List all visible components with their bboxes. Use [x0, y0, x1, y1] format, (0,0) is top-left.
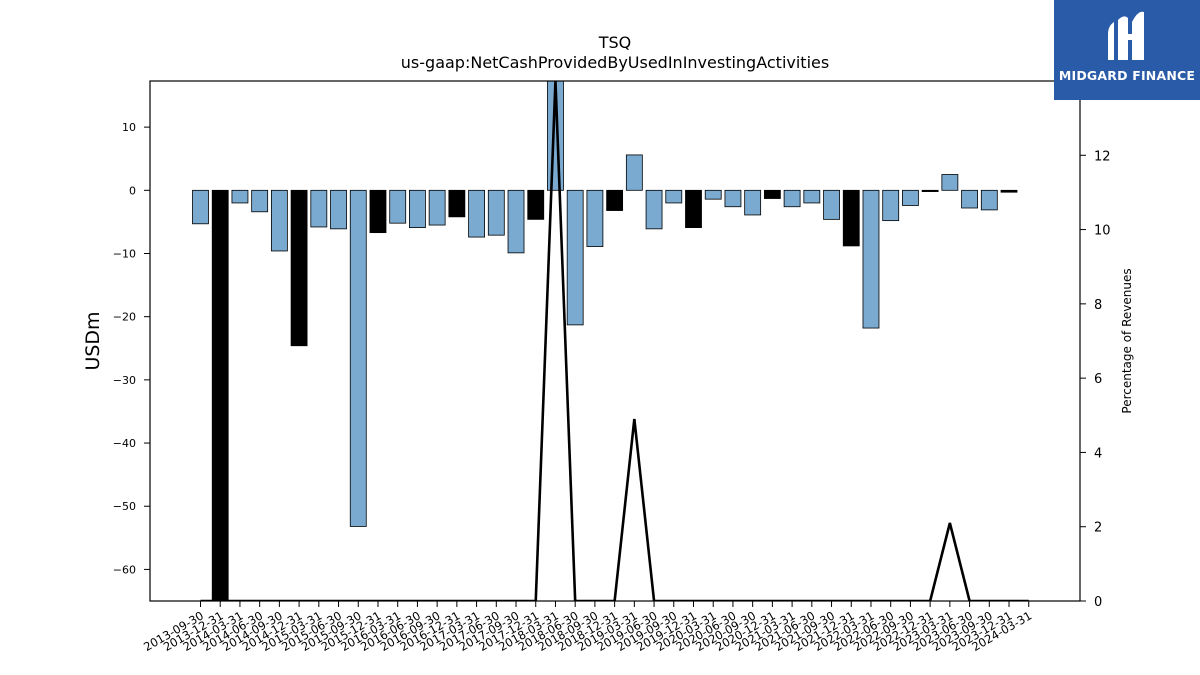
logo: MIDGARD FINANCE	[1054, 0, 1200, 100]
y-tick-label: −30	[113, 374, 136, 387]
y-tick-label: −60	[113, 563, 136, 576]
chart-subtitle: us-gaap:NetCashProvidedByUsedInInvesting…	[401, 53, 829, 72]
bar	[882, 189, 900, 222]
bar	[921, 189, 939, 192]
y-tick-label: −40	[113, 437, 136, 450]
bar	[211, 189, 229, 602]
y-tick-label: −50	[113, 500, 136, 513]
bar	[665, 189, 683, 204]
logo-text: MIDGARD FINANCE	[1058, 68, 1196, 83]
bar	[961, 189, 978, 209]
line-series-percentage	[200, 81, 1029, 601]
bar	[980, 189, 998, 211]
bar	[625, 154, 643, 191]
y-tick-label: −20	[113, 311, 136, 324]
bar	[941, 174, 959, 191]
bar	[330, 189, 347, 230]
bar	[231, 189, 249, 204]
bar	[369, 189, 387, 234]
bar	[783, 189, 801, 208]
left-axis: 10 0 −10 −20 −30 −40 −50 −60	[113, 121, 150, 576]
bar	[270, 189, 288, 252]
bar	[468, 189, 485, 238]
bar	[389, 189, 407, 224]
bar	[803, 189, 821, 204]
y2-tick-label: 12	[1094, 149, 1111, 164]
y2-tick-label: 8	[1094, 298, 1102, 313]
bar	[724, 189, 742, 208]
bar	[527, 189, 545, 220]
bar	[448, 189, 466, 218]
bar	[685, 189, 702, 228]
y2-tick-label: 10	[1094, 224, 1111, 239]
bar	[310, 189, 328, 228]
bars-group	[192, 80, 1018, 602]
y2-tick-label: 0	[1094, 595, 1102, 610]
bar	[192, 189, 209, 225]
bar	[842, 189, 860, 247]
line-group	[200, 81, 1029, 601]
bar	[487, 189, 505, 236]
y-axis-label: USDm	[82, 311, 104, 370]
bar	[409, 189, 426, 228]
plot-frame	[149, 80, 1081, 602]
logo-icon	[1108, 11, 1144, 60]
bar	[1000, 189, 1018, 193]
bar	[763, 189, 781, 199]
bar	[902, 189, 919, 206]
bar	[744, 189, 762, 216]
bar	[704, 189, 722, 200]
bar	[606, 189, 624, 211]
bar	[645, 189, 663, 230]
bar	[428, 189, 446, 226]
x-axis: 2013-09-302013-12-312014-03-312014-06-30…	[141, 601, 1034, 654]
y2-tick-label: 6	[1094, 372, 1102, 387]
y-tick-label: −10	[113, 247, 136, 260]
y-tick-label: 0	[129, 184, 136, 197]
y-tick-label: 10	[122, 121, 136, 134]
bar	[251, 189, 269, 213]
y2-axis-label: Percentage of Revenues	[1120, 268, 1134, 413]
bar	[566, 189, 584, 326]
bar	[507, 189, 525, 254]
y2-tick-label: 4	[1094, 446, 1102, 461]
right-axis: 0 2 4 6 8 10 12	[1080, 149, 1111, 610]
bar	[823, 189, 840, 220]
chart-title: TSQ	[598, 33, 632, 52]
bar	[586, 189, 604, 247]
y2-tick-label: 2	[1094, 521, 1102, 536]
bar	[290, 189, 308, 347]
bar	[349, 189, 367, 527]
bar	[862, 189, 880, 329]
